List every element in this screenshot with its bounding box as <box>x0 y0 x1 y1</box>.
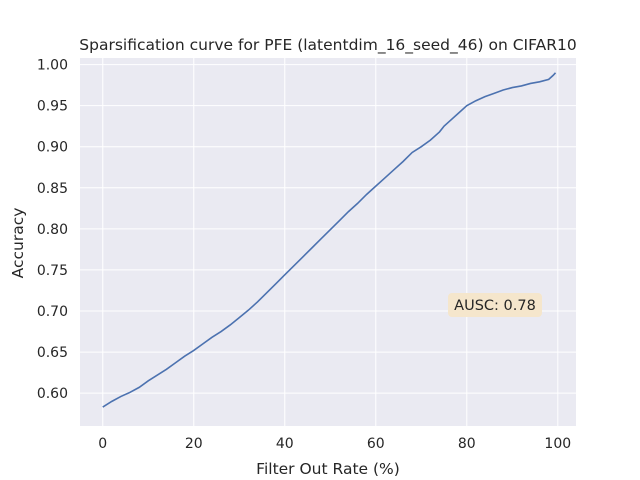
x-tick-label: 80 <box>458 436 476 452</box>
plot-area <box>80 58 576 426</box>
grid-lines <box>80 58 576 426</box>
x-tick-label: 100 <box>544 436 571 452</box>
x-tick-label: 20 <box>185 436 203 452</box>
x-tick-labels: 0 20 40 60 80 100 <box>98 436 571 452</box>
y-tick-label: 0.85 <box>37 181 68 197</box>
y-tick-label: 0.65 <box>37 345 68 361</box>
y-tick-label: 0.70 <box>37 304 68 320</box>
y-tick-labels: 0.60 0.65 0.70 0.75 0.80 0.85 0.90 0.95 1.00 <box>37 58 68 403</box>
x-tick-label: 0 <box>98 436 107 452</box>
chart-title: Sparsification curve for PFE (latentdim_… <box>79 36 576 55</box>
y-tick-label: 0.95 <box>37 99 68 115</box>
y-axis-label: Accuracy <box>9 208 27 279</box>
annotation-box <box>448 293 542 317</box>
ausc-annotation: AUSC: 0.78 <box>448 293 542 317</box>
sparsification-curve-line <box>102 72 557 408</box>
y-tick-label: 0.90 <box>37 140 68 156</box>
y-tick-label: 0.80 <box>37 222 68 238</box>
ausc-annotation-text: AUSC: 0.78 <box>454 298 536 314</box>
y-tick-label: 1.00 <box>37 58 68 74</box>
x-tick-label: 40 <box>276 436 294 452</box>
y-tick-label: 0.75 <box>37 263 68 279</box>
y-tick-label: 0.60 <box>37 386 68 402</box>
x-axis-label: Filter Out Rate (%) <box>256 460 400 478</box>
x-tick-label: 60 <box>367 436 385 452</box>
